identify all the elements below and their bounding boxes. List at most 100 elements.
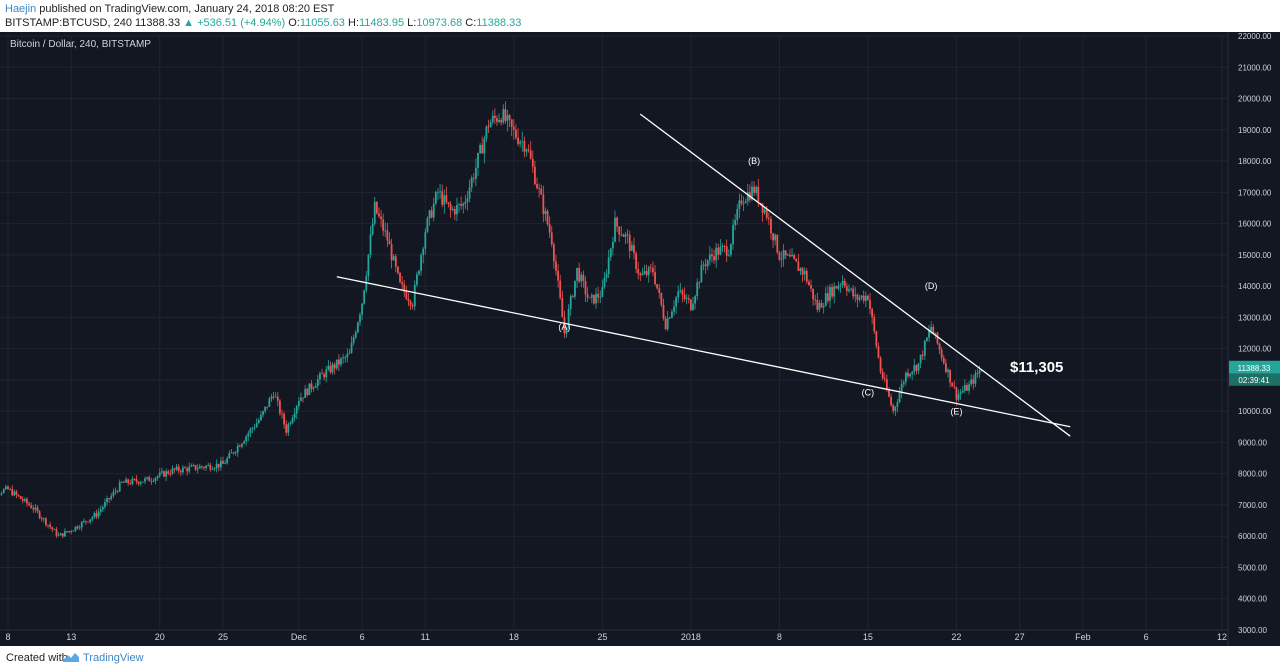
candle-body bbox=[236, 445, 239, 453]
price-chart[interactable]: (A) (B) (C) (D) (E) 3000.00 4000.00 5000.00 600… bbox=[0, 32, 1280, 646]
candle-body bbox=[108, 498, 111, 500]
wave-annotations: (A) (B) (C) (D) (E) bbox=[558, 156, 962, 416]
trendline-upper[interactable] bbox=[639, 113, 1071, 437]
candle-body bbox=[150, 481, 153, 482]
x-tick-label: 6 bbox=[360, 632, 365, 642]
candle-body bbox=[803, 270, 806, 275]
candle-body bbox=[856, 294, 859, 300]
tradingview-brand-link[interactable]: TradingView bbox=[83, 652, 144, 664]
candle-body bbox=[616, 217, 619, 227]
candle-body bbox=[692, 303, 694, 310]
candle-body bbox=[919, 354, 922, 364]
candle-body bbox=[582, 274, 585, 281]
last-price: 11388.33 bbox=[135, 17, 181, 29]
candle-body bbox=[346, 353, 349, 358]
candle-body bbox=[232, 452, 235, 454]
candle-body bbox=[620, 234, 623, 236]
candle-body bbox=[822, 305, 825, 308]
y-tick-label: 20000.00 bbox=[1238, 95, 1272, 104]
candle-body bbox=[966, 385, 968, 391]
candle-body bbox=[405, 291, 408, 299]
trendlines[interactable] bbox=[336, 113, 1071, 437]
candle-body bbox=[158, 472, 161, 477]
candle-body bbox=[926, 337, 928, 341]
candle-body bbox=[85, 520, 87, 522]
candle-body bbox=[118, 482, 121, 492]
y-tick-label: 21000.00 bbox=[1238, 63, 1272, 72]
candle-body bbox=[727, 254, 730, 256]
candle-body bbox=[348, 352, 351, 354]
trendline-lower[interactable] bbox=[336, 276, 1071, 428]
candle-body bbox=[135, 479, 138, 482]
candle-body bbox=[55, 529, 58, 536]
chart-area[interactable]: (A) (B) (C) (D) (E) 3000.00 4000.00 5000.00 600… bbox=[0, 32, 1280, 646]
grid bbox=[0, 35, 1228, 631]
candle-body bbox=[316, 379, 319, 386]
candle-body bbox=[57, 535, 60, 537]
candle-body bbox=[732, 225, 734, 245]
candle-body bbox=[502, 109, 505, 123]
candle-body bbox=[730, 244, 732, 255]
candle-body bbox=[641, 273, 644, 276]
candle-body bbox=[894, 406, 897, 411]
candle-body bbox=[449, 204, 452, 210]
candle-body bbox=[603, 277, 606, 288]
candle-body bbox=[304, 388, 307, 398]
candle-body bbox=[527, 149, 530, 151]
candle-body bbox=[869, 299, 871, 309]
up-arrow-icon: ▲ bbox=[183, 17, 195, 29]
wave-label: (E) bbox=[950, 406, 962, 416]
candle-body bbox=[80, 522, 83, 528]
candle-body bbox=[618, 226, 621, 235]
candle-body bbox=[45, 518, 47, 526]
candle-body bbox=[9, 488, 12, 490]
candle-body bbox=[647, 267, 650, 276]
candle-body bbox=[306, 388, 309, 395]
candle-body bbox=[110, 495, 113, 500]
candle-body bbox=[902, 382, 905, 385]
candle-body bbox=[875, 331, 878, 347]
candle-body bbox=[291, 417, 294, 424]
candle-body bbox=[658, 288, 661, 294]
candle-body bbox=[784, 250, 787, 256]
candle-body bbox=[719, 246, 722, 255]
candle-body bbox=[953, 386, 956, 388]
high-label: H: bbox=[348, 17, 359, 29]
candle-body bbox=[289, 423, 292, 424]
candle-body bbox=[909, 373, 911, 377]
candle-body bbox=[972, 379, 975, 384]
candle-body bbox=[422, 248, 425, 256]
candle-body bbox=[169, 473, 172, 475]
candle-body bbox=[371, 223, 374, 235]
candle-body bbox=[99, 509, 102, 512]
candle-body bbox=[721, 246, 724, 247]
author-link[interactable]: Haejin bbox=[5, 3, 37, 15]
candle-body bbox=[59, 533, 62, 536]
last-price-badge-text: 11388.33 bbox=[1238, 364, 1271, 373]
candle-body bbox=[900, 384, 903, 393]
candle-body bbox=[635, 253, 637, 269]
candle-body bbox=[331, 364, 334, 373]
candle-body bbox=[184, 467, 186, 469]
candle-body bbox=[171, 468, 174, 474]
candle-body bbox=[283, 413, 286, 425]
candle-body bbox=[23, 498, 26, 501]
candle-body bbox=[468, 187, 471, 199]
x-tick-label: 22 bbox=[951, 632, 961, 642]
candle-body bbox=[881, 371, 884, 379]
candle-body bbox=[384, 230, 387, 232]
candle-body bbox=[76, 526, 79, 529]
candle-body bbox=[413, 284, 416, 307]
candle-body bbox=[278, 400, 281, 414]
candle-body bbox=[264, 406, 267, 412]
candle-body bbox=[976, 373, 979, 375]
candle-body bbox=[978, 370, 981, 374]
candle-body bbox=[93, 513, 96, 518]
candle-body bbox=[808, 281, 810, 286]
candle-body bbox=[87, 521, 89, 523]
candle-body bbox=[508, 115, 511, 120]
candle-body bbox=[125, 479, 127, 483]
candle-body bbox=[630, 245, 633, 251]
candle-body bbox=[698, 282, 701, 284]
candle-body bbox=[238, 445, 241, 447]
